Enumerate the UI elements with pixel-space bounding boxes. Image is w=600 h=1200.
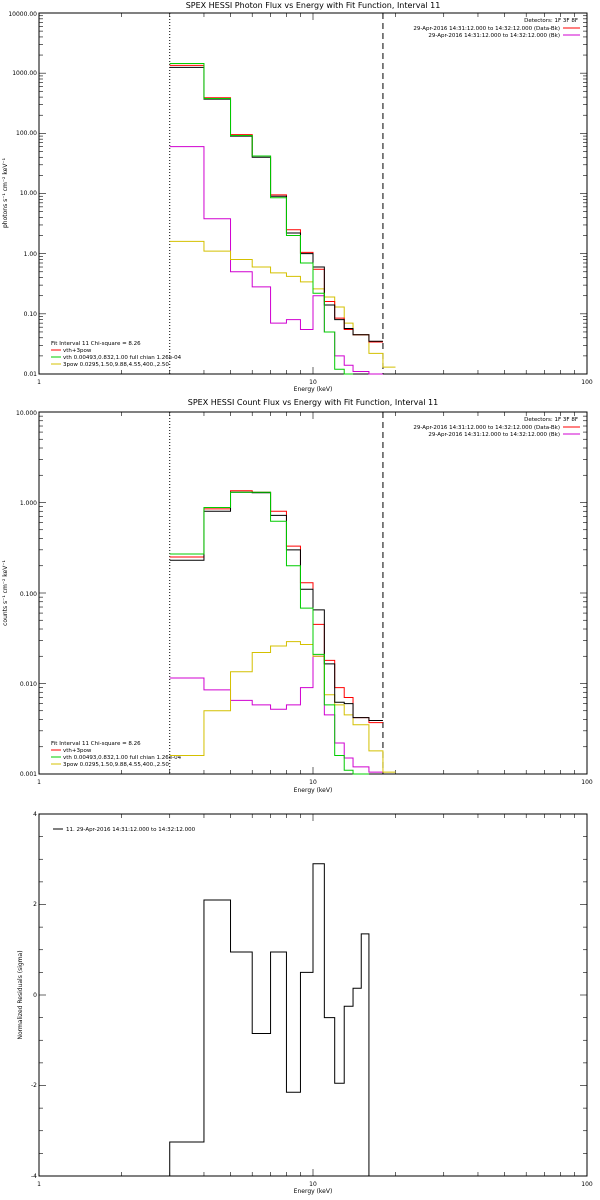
y-tick-label: 2 [33,901,37,908]
legend-total-fit: vth+3pow [63,348,92,354]
y-tick-label: 0.100 [20,591,37,598]
series-line-1 [169,641,396,773]
chart-title: SPEX HESSI Photon Flux vs Energy with Fi… [186,1,441,10]
x-axis-label: Energy (keV) [294,787,333,794]
axis-ticks [38,411,588,775]
legend-3pow: 3pow 0.0295,1.50,9.88,4.55,400.,2.50 [63,762,169,768]
legend-detectors: Detectors: 1F 3F 8F [524,417,578,423]
series-line-4 [169,62,354,375]
y-axis-label: photons s⁻¹ cm⁻² keV⁻¹ [2,157,9,228]
chart-title: SPEX HESSI Count Flux vs Energy with Fit… [188,398,439,407]
series-line-0 [169,146,383,375]
x-axis-label: Energy (keV) [294,386,333,393]
x-tick-label: 1 [37,379,41,386]
x-tick-label: 100 [581,779,593,786]
y-tick-label: 0.01 [24,371,38,378]
legend-3pow: 3pow 0.0295,1.50,9.88,4.55,400.,2.50 [63,362,169,368]
legend-total-fit: vth+3pow [63,748,92,754]
y-tick-label: 0.10 [24,311,38,318]
x-axis-label: Energy (keV) [294,1188,333,1195]
y-axis-label: counts s⁻¹ cm⁻² keV⁻¹ [2,560,9,626]
series-line-4 [169,491,369,775]
legend-residuals: 11. 29-Apr-2016 14:31:12.000 to 14:32:12… [66,827,196,833]
y-tick-label: 10.000 [16,410,37,417]
y-tick-label: 0.001 [20,771,37,778]
x-tick-label: 100 [581,1181,593,1188]
y-tick-label: 4 [33,811,37,818]
axis-ticks [38,813,588,1177]
x-tick-label: 10 [309,379,317,386]
legend-detectors: Detectors: 1F 3F 8F [524,18,578,24]
legend-fit-interval: Fit Interval 11 Chi-square = 8.26 [51,341,141,347]
residuals-panel: Normalized Residuals (sigma) Energy (keV… [17,811,593,1195]
series-line-2 [169,64,383,343]
y-tick-label: 10000.00 [8,11,37,18]
legend-bk: 29-Apr-2016 14:31:12.000 to 14:32:12.000… [428,33,560,39]
series-line-3 [169,66,383,342]
legend-vth: vth 0.00493,0.832,1.00 full chian 1.26e-… [63,355,182,361]
series-line-3 [169,491,383,722]
legend-fit-interval: Fit Interval 11 Chi-square = 8.26 [51,741,141,747]
y-tick-label: -2 [31,1082,37,1089]
x-tick-label: 1 [37,1181,41,1188]
y-tick-label: 1.00 [24,251,38,258]
x-tick-label: 10 [309,779,317,786]
y-tick-label: 1.000 [20,500,37,507]
legend-bk: 29-Apr-2016 14:31:12.000 to 14:32:12.000… [428,432,560,438]
legend-data-minus-bk: 29-Apr-2016 14:31:12.000 to 14:32:12.000… [413,425,560,431]
series-line-0 [169,655,383,773]
count-flux-panel: SPEX HESSI Count Flux vs Energy with Fit… [2,398,593,794]
series-line-2 [169,490,383,724]
y-tick-label: 10.00 [20,190,37,197]
y-tick-label: 100.00 [16,130,37,137]
y-tick-label: 1000.00 [12,70,37,77]
x-tick-label: 100 [581,379,593,386]
x-tick-label: 1 [37,779,41,786]
y-tick-label: 0 [33,992,37,999]
y-tick-label: -4 [31,1173,37,1180]
series-line-1 [169,240,396,368]
series-line-0 [169,863,370,1176]
photon-flux-panel: SPEX HESSI Photon Flux vs Energy with Fi… [2,1,593,393]
legend-data-minus-bk: 29-Apr-2016 14:31:12.000 to 14:32:12.000… [413,26,560,32]
y-axis-label: Normalized Residuals (sigma) [17,950,24,1039]
legend-vth: vth 0.00493,0.832,1.00 full chian 1.26e-… [63,755,182,761]
x-tick-label: 10 [309,1181,317,1188]
axis-ticks [38,12,588,375]
y-tick-label: 0.010 [20,681,37,688]
